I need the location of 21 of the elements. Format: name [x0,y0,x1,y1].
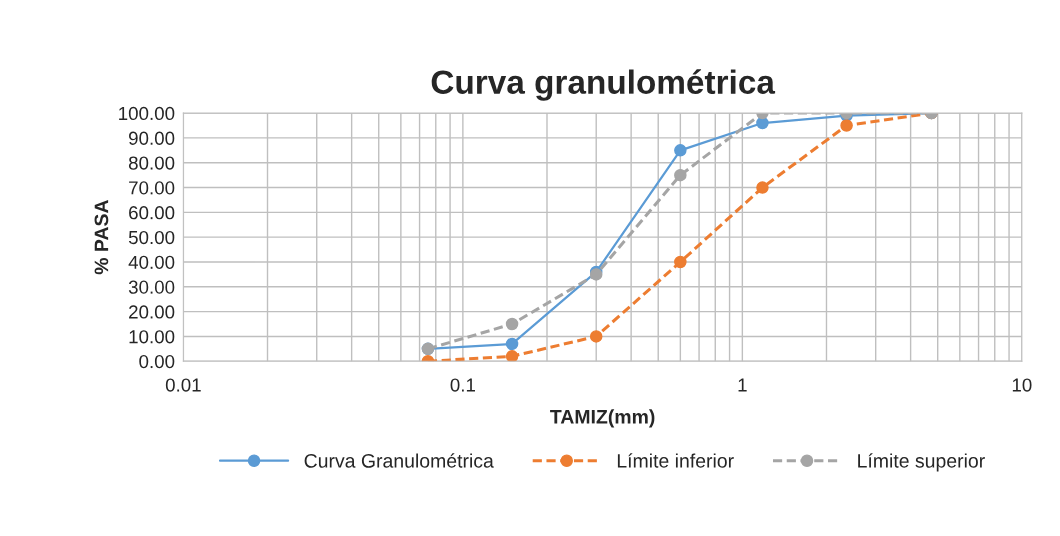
y-axis-title: % PASA [94,200,109,275]
y-tick-label: 50.00 [128,230,175,245]
x-tick-label: 0.01 [165,378,201,392]
y-tick-label: 100.00 [119,106,175,121]
y-tick-label: 30.00 [128,280,175,294]
legend-label: Curva Granulométrica [304,453,494,468]
y-tick-label: 60.00 [129,206,175,220]
y-tick-label: 70.00 [129,181,175,195]
y-tick-label: 20.00 [129,305,175,319]
y-tick-label: 90.00 [129,131,175,145]
x-axis-title: TAMIZ(mm) [550,409,655,428]
legend-label: Límite inferior [617,453,734,468]
x-tick-label: 1 [738,378,747,392]
y-tick-label: 0.00 [139,354,175,369]
y-tick-label: 40.00 [128,255,175,269]
chart-title: Curva granulométrica [431,69,776,101]
legend-label: Límite superior [858,453,985,472]
x-tick-label: 0.1 [450,378,475,392]
y-tick-label: 80.00 [128,156,175,170]
y-tick-label: 10.00 [129,330,175,344]
x-tick-label: 10 [1012,378,1032,392]
